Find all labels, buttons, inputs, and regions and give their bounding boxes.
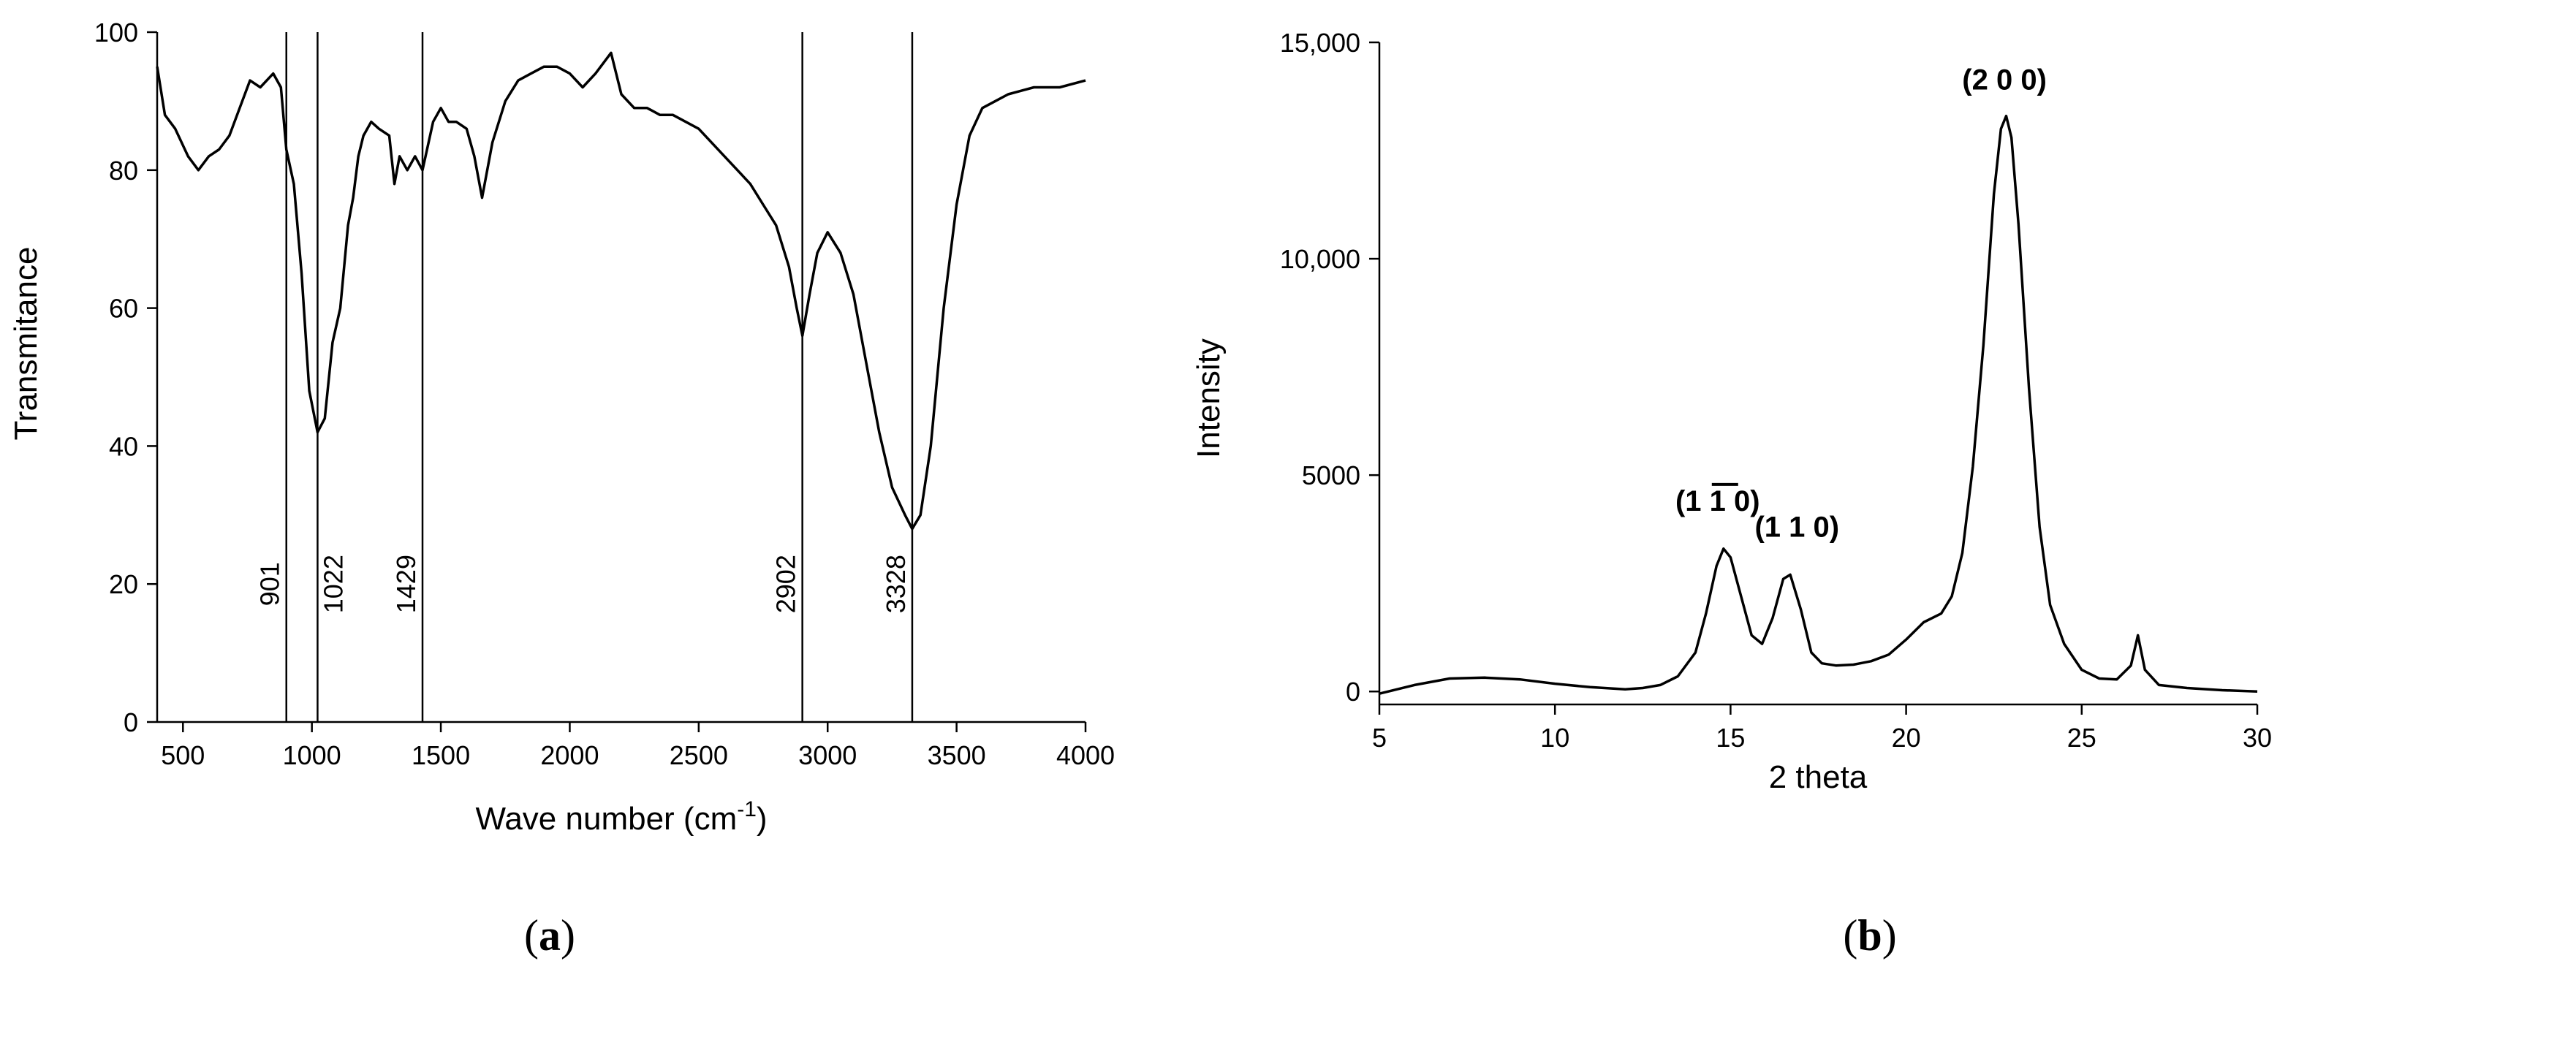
panel-b-y-axis-title: Intensity (1191, 338, 1227, 458)
panel-a-ftir-chart: 500 1000 1500 2000 2500 3000 3500 4000 0 20 40 60 8… (8, 18, 1115, 960)
panel-b-y-tick-label: 10,000 (1280, 244, 1360, 274)
panel-a-x-tick-label: 3000 (798, 740, 857, 770)
panel-b-x-tick-label: 30 (2243, 723, 2272, 753)
panel-b-y-tick-label: 0 (1346, 677, 1360, 707)
panel-b-miller-index-label: (1 1 0) (1675, 485, 1760, 517)
panel-b-x-axis-title: 2 theta (1769, 759, 1868, 795)
panel-b-x-tick-label: 10 (1540, 723, 1569, 753)
panel-b-x-tick-label: 5 (1372, 723, 1387, 753)
panel-a-reference-label: 1429 (391, 555, 421, 613)
panel-b-x-tick-label: 25 (2067, 723, 2096, 753)
panel-a-y-tick-label: 0 (124, 707, 138, 737)
panel-b-y-tick-label: 15,000 (1280, 28, 1360, 58)
panel-b-y-tick-label: 5000 (1302, 460, 1360, 490)
panel-b-label: (b) (1843, 911, 1896, 960)
panel-a-y-tick-label: 20 (109, 569, 138, 599)
panel-b-x-tick-label: 20 (1892, 723, 1921, 753)
panel-b-miller-index-label: (1 1 0) (1754, 511, 1839, 543)
panel-a-y-tick-label: 40 (109, 431, 138, 461)
panel-a-spectrum-line (156, 51, 1086, 531)
panel-a-x-tick-label: 2000 (540, 740, 599, 770)
panel-a-y-tick-label: 60 (109, 294, 138, 324)
panel-a-reference-label: 2902 (771, 555, 801, 613)
panel-a-y-tick-label: 100 (94, 18, 138, 48)
panel-a-x-tick-label: 1000 (283, 740, 341, 770)
panel-b-xrd-chart: 5 10 15 20 25 30 0 5000 10,000 15,000 (1 1 0)(1 … (1191, 28, 2272, 960)
panel-a-y-axis-title: Transmitance (8, 247, 44, 441)
panel-a-label: (a) (524, 911, 575, 960)
panel-a-reference-label: 901 (255, 562, 285, 606)
panel-a-reference-label: 3328 (881, 555, 911, 613)
panel-a-x-tick-label: 4000 (1056, 740, 1115, 770)
panel-a-x-tick-label: 3500 (928, 740, 986, 770)
panel-a-x-tick-label: 1500 (412, 740, 470, 770)
panel-b-xrd-line (1379, 114, 2258, 695)
panel-a-x-tick-label: 500 (161, 740, 205, 770)
panel-a-y-tick-label: 80 (109, 156, 138, 186)
panel-b-miller-index-label: (2 0 0) (1962, 64, 2047, 96)
panel-b-x-tick-label: 15 (1716, 723, 1745, 753)
panel-a-x-tick-label: 2500 (670, 740, 728, 770)
panel-a-reference-label: 1022 (318, 555, 348, 613)
panel-a-x-axis-title: Wave number (cm-1) (475, 797, 767, 837)
